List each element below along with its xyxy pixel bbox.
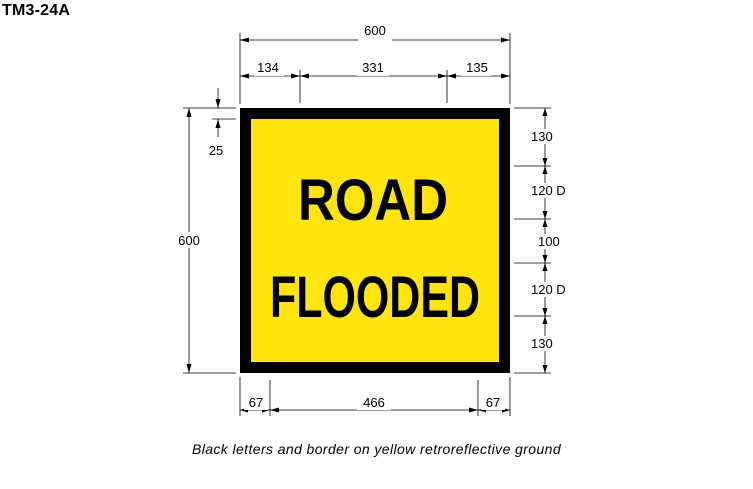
sign-ground [251, 119, 499, 362]
legend-line-2: FLOODED [270, 265, 480, 330]
dim-left-overall: 600 [178, 233, 200, 248]
dim-top-overall: 600 [364, 23, 386, 38]
dim-right-line-gap: 100 [538, 234, 560, 249]
sign-caption: Black letters and border on yellow retro… [191, 441, 562, 457]
sign-code: TM3-24A [2, 2, 71, 19]
dim-bottom-left-offset: 67 [249, 395, 263, 410]
dim-bottom-right-offset: 67 [486, 395, 500, 410]
left-overall-dimension: 600 [172, 107, 236, 374]
sign: ROAD FLOODED [240, 108, 510, 373]
dim-top-left-offset: 134 [257, 60, 279, 75]
dim-bottom-text-width: 466 [363, 395, 385, 410]
top-text-dimensions: 134 331 135 [240, 60, 510, 103]
dim-border-width: 25 [209, 143, 223, 158]
dim-top-right-offset: 135 [466, 60, 488, 75]
dim-right-bottom-margin: 130 [531, 336, 553, 351]
right-dimensions: 130 120 D 100 120 D 130 [514, 107, 576, 374]
border-dimension: 25 [209, 88, 236, 158]
dim-right-line1-height: 120 D [531, 183, 566, 198]
legend-line-1: ROAD [298, 168, 448, 233]
dim-top-text-width: 331 [362, 60, 384, 75]
dim-right-line2-height: 120 D [531, 282, 566, 297]
bottom-dimensions: 67 466 67 [239, 377, 511, 416]
top-overall-dimension: 600 [239, 23, 511, 104]
dim-right-top-margin: 130 [531, 129, 553, 144]
